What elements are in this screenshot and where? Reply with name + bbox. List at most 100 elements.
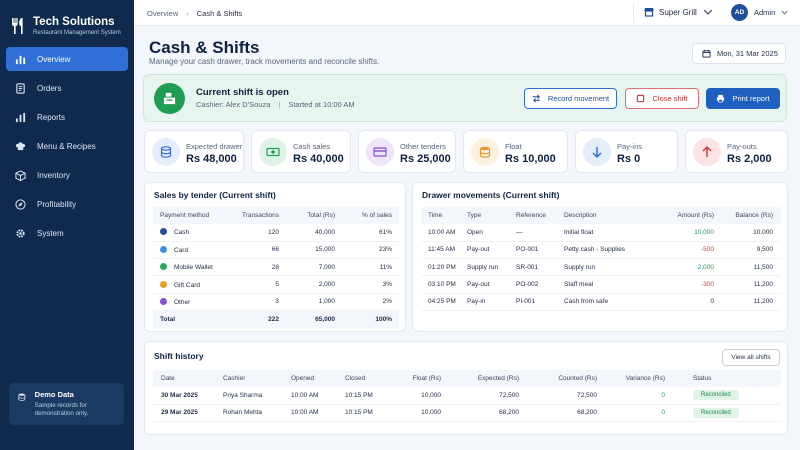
arrow-up-icon [693, 138, 721, 166]
coins-icon [152, 138, 180, 166]
total-amount: 65,000 [279, 310, 335, 328]
table-row: 03:10 PM Pay-out PO-002 Staff meal -300 … [421, 275, 781, 294]
sidebar-item-menu-recipes[interactable]: Menu & Recipes [6, 134, 128, 158]
sidebar-item-label: Overview [37, 54, 71, 64]
total-label: Total [153, 310, 227, 328]
stat-label: Float [505, 142, 522, 151]
type: Open [467, 224, 516, 242]
sidebar-item-system[interactable]: System [6, 221, 128, 245]
stat-card-pay-outs: Pay-outs Rs 2,000 [685, 130, 788, 173]
transactions: 120 [227, 224, 279, 242]
cash-icon [259, 138, 287, 166]
breadcrumb-current: Cash & Shifts [196, 9, 243, 18]
swap-arrows-icon [532, 94, 540, 103]
type: Pay-in [467, 293, 516, 311]
time: 04:25 PM [421, 293, 467, 311]
stat-value: Rs 48,000 [186, 153, 237, 165]
percent: 61% [335, 224, 399, 242]
sidebar-item-overview[interactable]: Overview [6, 47, 128, 71]
shift-title: Current shift is open [196, 87, 289, 98]
column-header: Reference [516, 207, 564, 224]
stat-value: Rs 25,000 [400, 153, 451, 165]
transactions: 66 [227, 241, 279, 260]
total-percent: 100% [335, 310, 399, 328]
page-subtitle: Manage your cash drawer, track movements… [149, 57, 380, 66]
reference: PO-001 [516, 241, 564, 260]
print-report-button[interactable]: Print report [706, 88, 780, 109]
variance: 0 [597, 387, 665, 405]
sidebar-item-inventory[interactable]: Inventory [6, 163, 128, 187]
column-header: Balance (Rs) [714, 207, 781, 224]
balance: 11,200 [714, 275, 781, 294]
table-row: Cash 120 40,000 61% [153, 224, 399, 242]
stat-card-other-tenders: Other tenders Rs 25,000 [358, 130, 456, 173]
chevron-right-icon: › [186, 9, 189, 18]
record-movement-label: Record movement [547, 94, 610, 103]
column-header: % of sales [335, 207, 399, 224]
balance: 10,000 [714, 224, 781, 242]
demo-data-card: Demo Data Sample records for demonstrati… [9, 383, 124, 425]
reference: PI-001 [516, 293, 564, 311]
sidebar-item-profitability[interactable]: Profitability [6, 192, 128, 216]
transactions: 3 [227, 293, 279, 311]
sidebar-item-label: Profitability [37, 199, 77, 209]
percent: 23% [335, 241, 399, 260]
chevron-down-icon [703, 9, 713, 15]
topbar-divider [633, 3, 634, 23]
user-menu[interactable]: AD Admin [731, 4, 788, 21]
expected: 68,200 [441, 404, 519, 423]
legend-dot [160, 245, 167, 253]
shift-history-panel: Shift history View all shifts Date Cashi… [144, 341, 788, 435]
column-header: Counted (Rs) [519, 370, 597, 387]
percent: 11% [335, 258, 399, 277]
breadcrumb-root[interactable]: Overview [147, 9, 179, 18]
stat-value: Rs 40,000 [293, 153, 344, 165]
table-row: Card 66 15,000 23% [153, 241, 399, 260]
store-selector[interactable]: Super Grill [644, 7, 718, 17]
amount: -500 [654, 241, 714, 260]
table-row: Mobile Wallet 28 7,000 11% [153, 258, 399, 277]
chart-icon [15, 112, 26, 122]
brand-title: Tech Solutions [33, 15, 115, 28]
cashier: Priya Sharma [223, 387, 291, 405]
demo-title: Demo Data [34, 390, 74, 399]
stat-value: Rs 2,000 [727, 153, 772, 165]
column-header: Payment method [153, 207, 227, 224]
total: 15,000 [279, 241, 335, 260]
balance: 11,200 [714, 293, 781, 311]
close-shift-button[interactable]: Close shift [625, 88, 699, 109]
column-header: Description [564, 207, 654, 224]
stat-value: Rs 10,000 [505, 153, 556, 165]
balance: 11,500 [714, 258, 781, 277]
amount: -300 [654, 275, 714, 294]
legend-dot [160, 297, 167, 305]
card-icon [366, 138, 394, 166]
sidebar-item-label: Reports [37, 112, 66, 122]
column-header: Cashier [223, 370, 291, 387]
transactions: 28 [227, 258, 279, 277]
stat-label: Cash sales [293, 142, 331, 151]
sidebar-item-orders[interactable]: Orders [6, 76, 128, 100]
store-icon [644, 8, 654, 17]
type: Pay-out [467, 275, 516, 294]
float: 10,000 [391, 387, 441, 405]
type: Pay-out [467, 241, 516, 260]
column-header: Expected (Rs) [441, 370, 519, 387]
sidebar-item-reports[interactable]: Reports [6, 105, 128, 129]
calendar-icon [702, 49, 711, 58]
amount: 0 [654, 293, 714, 311]
record-movement-button[interactable]: Record movement [524, 88, 617, 109]
view-all-shifts-button[interactable]: View all shifts [722, 349, 780, 366]
column-header: Float (Rs) [391, 370, 441, 387]
expected: 72,500 [441, 387, 519, 405]
total: 7,000 [279, 258, 335, 277]
reference: — [516, 224, 564, 242]
table-row: Gift Card 5 2,000 3% [153, 275, 399, 294]
brand: Tech Solutions Restaurant Management Sys… [0, 0, 134, 40]
time: 10:00 AM [421, 224, 467, 242]
date-picker[interactable]: Mon, 31 Mar 2025 [692, 43, 786, 64]
float: 10,000 [391, 404, 441, 423]
amount: 2,000 [654, 258, 714, 277]
column-header: Date [153, 370, 223, 387]
total: 2,000 [279, 275, 335, 294]
